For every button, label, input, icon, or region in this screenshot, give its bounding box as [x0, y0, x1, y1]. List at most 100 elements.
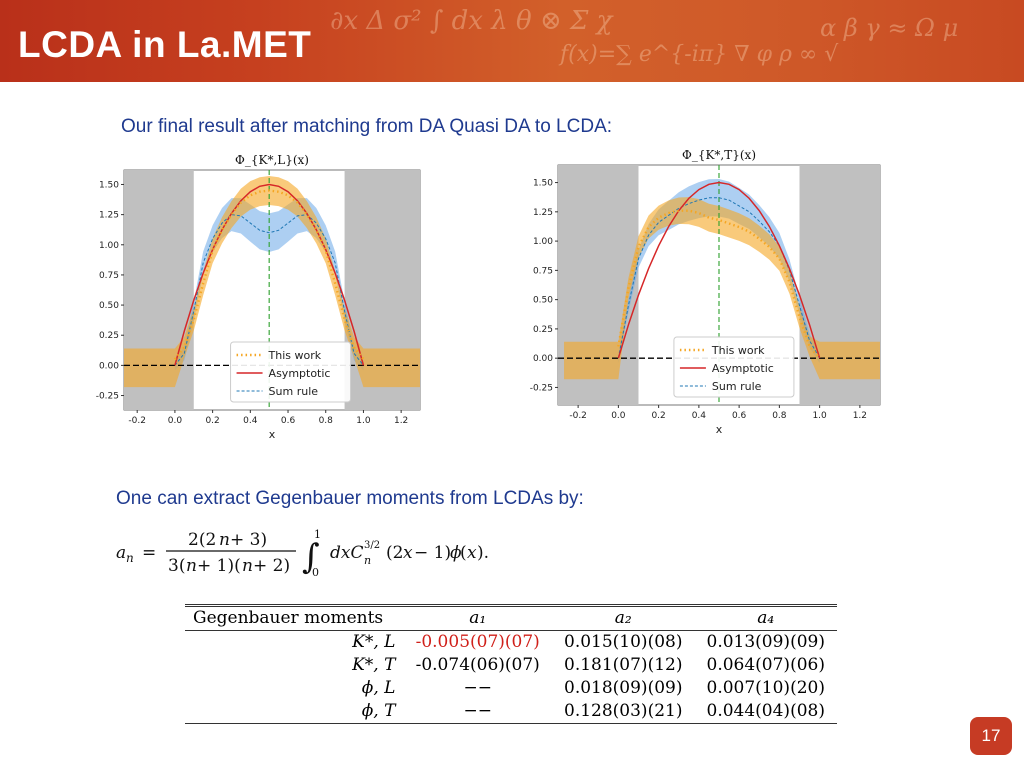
x-tick-label: 0.0: [611, 411, 626, 421]
svg-text:3(: 3(: [168, 556, 185, 576]
a1-cell: −−: [463, 701, 492, 721]
svg-text:0: 0: [312, 566, 319, 578]
y-tick-label: 0.50: [533, 296, 553, 306]
a1-cell: -0.074(06)(07): [415, 655, 540, 675]
a1-cell: -0.005(07)(07): [415, 632, 540, 652]
table-header: a₂: [614, 608, 632, 628]
svg-text:+ 3): + 3): [230, 530, 267, 550]
x-tick-label: 0.4: [692, 411, 707, 421]
x-tick-label: 0.2: [205, 416, 219, 426]
legend-label: This work: [268, 349, 322, 362]
x-tick-label: 0.0: [168, 416, 183, 426]
a2-cell: 0.018(09)(09): [564, 678, 683, 698]
y-tick-label: 1.00: [99, 241, 119, 251]
row-label: K*, T: [352, 655, 396, 675]
svg-text:3/2: 3/2: [364, 540, 380, 551]
svg-text:∫: ∫: [302, 537, 320, 577]
x-tick-label: 1.0: [812, 411, 827, 421]
svg-text:x: x: [403, 543, 413, 563]
y-tick-label: 1.25: [533, 208, 553, 218]
asymptotic-line: [174, 183, 365, 366]
chart-title: Φ_{K*,L}(x): [235, 153, 309, 167]
x-tick-label: 0.6: [281, 416, 296, 426]
svg-text:n: n: [126, 551, 134, 565]
header-banner: ∂x Δ σ² ∫ dx λ θ ⊗ Σ χ f(x)=∑ e^{-iπ} ∇ …: [0, 0, 1024, 82]
y-tick-label: 0.25: [533, 325, 553, 335]
x-tick-label: 1.2: [394, 416, 408, 426]
x-tick-label: 0.4: [243, 416, 258, 426]
x-axis-label: x: [269, 428, 276, 441]
decorative-scribble: α β γ ≈ Ω μ: [820, 14, 959, 42]
y-tick-label: 1.50: [99, 180, 119, 190]
y-tick-label: 0.75: [533, 266, 553, 276]
this-work-line: [173, 189, 365, 361]
svg-text:2(2: 2(2: [188, 530, 216, 550]
svg-text:+ 2): + 2): [253, 556, 290, 576]
row-label: K*, L: [352, 632, 396, 652]
a4-cell: 0.007(10)(20): [706, 678, 825, 698]
gegenbauer-table: Gegenbauer moments a₁ a₂ a₄ K*, L -0.005…: [185, 604, 837, 724]
svg-text:n: n: [242, 556, 253, 576]
sum-rule-line: [174, 214, 364, 366]
svg-text:− 1): − 1): [414, 543, 451, 563]
gegenbauer-caption: One can extract Gegenbauer moments from …: [116, 488, 584, 509]
y-tick-label: 1.00: [533, 237, 553, 247]
legend-label: Sum rule: [712, 380, 762, 393]
chart-title: Φ_{K*,T}(x): [682, 148, 756, 162]
a4-cell: 0.013(09)(09): [706, 632, 825, 652]
decorative-scribble: ∂x Δ σ² ∫ dx λ θ ⊗ Σ χ: [330, 6, 613, 36]
result-caption: Our final result after matching from DA …: [121, 116, 613, 137]
x-tick-label: 1.0: [356, 416, 371, 426]
y-tick-label: 0.50: [99, 301, 119, 311]
a1-cell: −−: [463, 678, 492, 698]
decorative-scribble: f(x)=∑ e^{-iπ} ∇ φ ρ ∞ √: [560, 42, 839, 67]
table-header: a₁: [469, 608, 487, 628]
legend-label: Sum rule: [269, 385, 319, 398]
svg-text:n: n: [186, 556, 197, 576]
svg-text:=: =: [142, 543, 156, 563]
page-number: 17: [981, 726, 1001, 745]
lcda-plot-longitudinal: -0.2 0.0 0.2 0.4 0.6 0.8 1.0 1.2 -0.25 0.00 0.25 0.…: [96, 153, 421, 441]
a4-cell: 0.064(07)(06): [706, 655, 825, 675]
svg-text:a: a: [116, 543, 126, 563]
x-tick-label: 0.2: [651, 411, 665, 421]
y-tick-label: 0.25: [99, 331, 119, 341]
x-tick-label: -0.2: [128, 416, 146, 426]
table-header-row: Gegenbauer moments a₁ a₂ a₄: [185, 605, 837, 631]
x-tick-label: 0.6: [732, 411, 747, 421]
a2-cell: 0.015(10)(08): [564, 632, 683, 652]
y-tick-label: 1.25: [99, 211, 119, 221]
this-work-band: [564, 197, 880, 380]
lcda-plot-transverse: -0.2 0.0 0.2 0.4 0.6 0.8 1.0 1.2 -0.25 0.00 0.25 0.…: [530, 148, 881, 436]
svg-text:dxC: dxC: [330, 543, 363, 563]
x-tick-label: 0.8: [772, 411, 787, 421]
svg-text:(2: (2: [386, 543, 403, 563]
row-label: ϕ, L: [361, 678, 396, 698]
row-label: ϕ, T: [361, 701, 396, 721]
x-tick-label: 0.8: [319, 416, 334, 426]
asymptotic-line: [617, 181, 821, 359]
svg-text:(: (: [460, 543, 467, 563]
svg-text:ϕ: ϕ: [450, 543, 462, 563]
table-row: K*, L -0.005(07)(07) 0.015(10)(08) 0.013…: [185, 631, 837, 655]
y-tick-label: -0.25: [96, 392, 119, 402]
table-row: ϕ, T −− 0.128(03)(21) 0.044(04)(08): [185, 700, 837, 724]
table-row: ϕ, L −− 0.018(09)(09) 0.007(10)(20): [185, 677, 837, 700]
x-axis-label: x: [716, 423, 723, 436]
legend-box: [230, 341, 352, 403]
page-number-badge: 17: [970, 717, 1012, 755]
svg-text:n: n: [364, 554, 371, 567]
legend-label: Asymptotic: [712, 362, 774, 375]
legend-label: Asymptotic: [269, 367, 331, 380]
svg-text:+ 1)(: + 1)(: [197, 556, 241, 576]
this-work-band: [124, 176, 420, 388]
svg-text:).: ).: [477, 543, 489, 563]
a2-cell: 0.128(03)(21): [564, 701, 683, 721]
x-tick-label: 1.2: [853, 411, 867, 421]
svg-text:x: x: [467, 543, 477, 563]
table-header: Gegenbauer moments: [193, 608, 384, 628]
x-tick-label: -0.2: [569, 411, 587, 421]
svg-text:n: n: [219, 530, 230, 550]
y-tick-label: 0.00: [99, 361, 119, 371]
